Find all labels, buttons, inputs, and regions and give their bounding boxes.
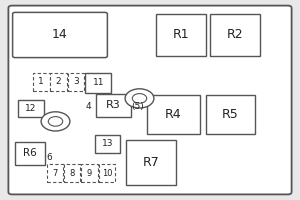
Bar: [18, 100, 44, 117]
Text: 4: 4: [86, 102, 91, 111]
Text: R1: R1: [172, 28, 189, 42]
Text: 13: 13: [101, 140, 113, 148]
Text: 14: 14: [52, 28, 68, 42]
Text: (5): (5): [132, 102, 144, 111]
Bar: [94, 135, 120, 153]
Bar: [210, 14, 260, 56]
Bar: [50, 73, 67, 91]
Bar: [147, 95, 200, 134]
Bar: [96, 94, 130, 117]
FancyBboxPatch shape: [8, 6, 292, 194]
Text: R3: R3: [106, 100, 121, 110]
Text: 11: 11: [92, 78, 104, 87]
Text: 10: 10: [102, 168, 112, 178]
Bar: [33, 73, 50, 91]
Bar: [64, 164, 80, 182]
Bar: [46, 164, 63, 182]
Bar: [206, 95, 255, 134]
Text: 12: 12: [25, 104, 36, 113]
Text: 2: 2: [56, 77, 61, 86]
Text: 8: 8: [70, 168, 75, 178]
Text: R2: R2: [226, 28, 243, 42]
Bar: [85, 73, 111, 93]
Circle shape: [48, 117, 63, 126]
Text: R4: R4: [165, 108, 181, 121]
Bar: [15, 142, 45, 165]
Bar: [81, 164, 98, 182]
Circle shape: [41, 112, 70, 131]
Text: 3: 3: [73, 77, 79, 86]
Text: 1: 1: [38, 77, 44, 86]
Text: R7: R7: [142, 156, 159, 169]
Circle shape: [132, 94, 147, 103]
Text: 7: 7: [52, 168, 57, 178]
Text: R6: R6: [23, 148, 37, 158]
Bar: [156, 14, 206, 56]
Circle shape: [125, 89, 154, 108]
FancyBboxPatch shape: [13, 12, 107, 58]
Bar: [99, 164, 115, 182]
Text: R5: R5: [222, 108, 238, 121]
Bar: [126, 140, 176, 185]
Text: 6: 6: [46, 154, 52, 162]
Bar: [68, 73, 84, 91]
Text: 9: 9: [87, 168, 92, 178]
